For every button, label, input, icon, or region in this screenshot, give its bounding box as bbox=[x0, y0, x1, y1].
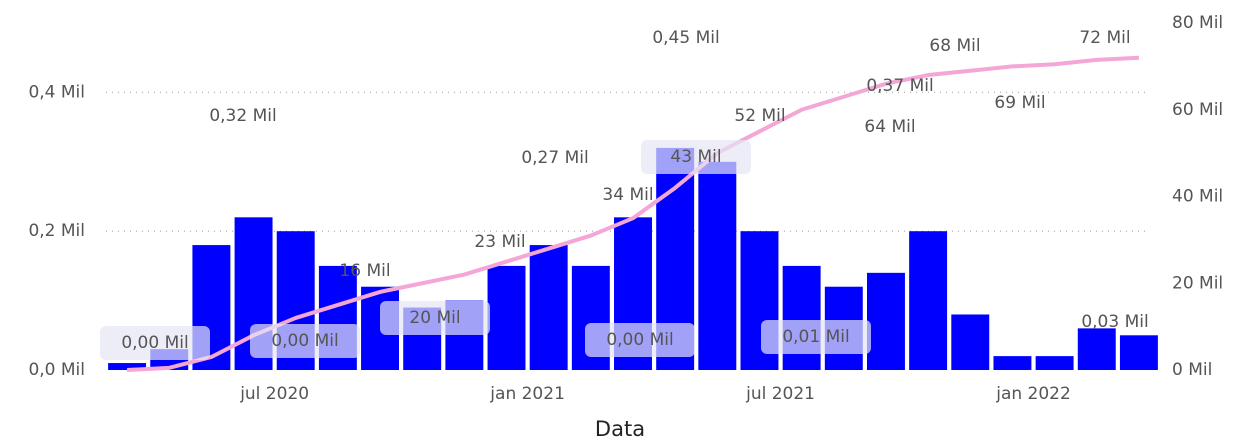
y2-tick-label: 80 Mil bbox=[1172, 13, 1223, 33]
annotation: 0,03 Mil bbox=[1081, 312, 1148, 332]
annotation-box bbox=[380, 301, 490, 335]
y-tick-label: 0,2 Mil bbox=[28, 221, 85, 241]
annotation-box bbox=[641, 140, 751, 174]
x-axis-title: Data bbox=[595, 417, 645, 441]
annotation-box bbox=[761, 320, 871, 354]
bar bbox=[951, 314, 990, 370]
annotation: 34 Mil bbox=[602, 185, 653, 205]
annotation: 68 Mil bbox=[929, 36, 980, 56]
annotation: 20 Mil bbox=[409, 308, 460, 328]
y2-tick-label: 20 Mil bbox=[1172, 273, 1223, 293]
bar bbox=[108, 363, 147, 370]
y2-tick-label: 0 Mil bbox=[1172, 360, 1212, 380]
bar bbox=[1035, 356, 1074, 370]
annotation: 0,27 Mil bbox=[521, 148, 588, 168]
annotation: 0,00 Mil bbox=[606, 330, 673, 350]
x-tick-label: jul 2020 bbox=[239, 384, 309, 404]
annotation: 64 Mil bbox=[864, 117, 915, 137]
annotation-box bbox=[100, 326, 210, 360]
annotation: 0,00 Mil bbox=[121, 333, 188, 353]
annotation: 0,00 Mil bbox=[271, 331, 338, 351]
annotation: 52 Mil bbox=[734, 106, 785, 126]
x-tick-label: jan 2022 bbox=[995, 384, 1071, 404]
bar bbox=[909, 231, 948, 370]
bar bbox=[866, 272, 905, 370]
annotation-box bbox=[585, 323, 695, 357]
bar bbox=[1077, 328, 1116, 370]
bar bbox=[782, 265, 821, 370]
annotation: 0,37 Mil bbox=[866, 76, 933, 96]
annotation-box bbox=[250, 324, 360, 358]
x-tick-label: jul 2021 bbox=[745, 384, 815, 404]
cumulative-line bbox=[126, 55, 1140, 372]
y-tick-label: 0,4 Mil bbox=[28, 82, 85, 102]
y2-tick-label: 40 Mil bbox=[1172, 187, 1223, 207]
annotation: 43 Mil bbox=[670, 147, 721, 167]
annotation: 16 Mil bbox=[339, 261, 390, 281]
bar bbox=[1119, 335, 1158, 370]
annotation: 0,45 Mil bbox=[652, 28, 719, 48]
x-tick-label: jan 2021 bbox=[489, 384, 565, 404]
annotation: 0,01 Mil bbox=[782, 327, 849, 347]
annotation: 72 Mil bbox=[1079, 28, 1130, 48]
y2-tick-label: 60 Mil bbox=[1172, 100, 1223, 120]
bar bbox=[529, 245, 568, 370]
bar bbox=[698, 161, 737, 370]
annotation: 23 Mil bbox=[474, 232, 525, 252]
bar bbox=[487, 265, 526, 370]
y-tick-label: 0,0 Mil bbox=[28, 360, 85, 380]
annotation: 0,32 Mil bbox=[209, 106, 276, 126]
annotation: 69 Mil bbox=[994, 93, 1045, 113]
bar bbox=[993, 356, 1032, 370]
